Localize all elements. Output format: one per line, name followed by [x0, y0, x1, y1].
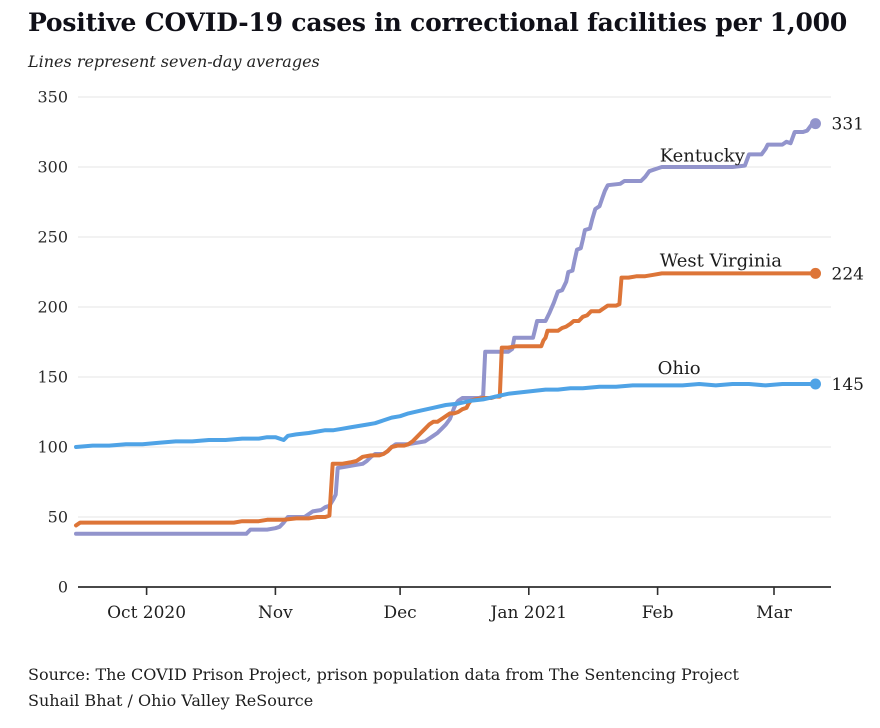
y-tick-label-50: 50: [48, 508, 68, 527]
y-tick-label-150: 150: [37, 368, 68, 387]
y-tick-label-350: 350: [37, 88, 68, 107]
series-label-kentucky: Kentucky: [660, 145, 746, 166]
chart-subtitle: Lines represent seven-day averages: [28, 52, 320, 71]
x-tick-label-Mar: Mar: [756, 603, 793, 623]
x-tick-label-Feb: Feb: [642, 603, 674, 623]
y-tick-label-250: 250: [37, 228, 68, 247]
chart-title: Positive COVID-19 cases in correctional …: [28, 8, 848, 37]
series-end-dot-west-virginia: [810, 267, 821, 279]
source-line-2: Suhail Bhat / Ohio Valley ReSource: [28, 691, 314, 710]
source-attribution: Source: The COVID Prison Project, prison…: [28, 662, 739, 714]
series-end-value-west-virginia: 224: [832, 264, 864, 284]
x-tick-label-Nov: Nov: [258, 603, 293, 623]
series-line-west-virginia: [74, 271, 818, 528]
y-tick-label-100: 100: [37, 438, 68, 457]
series-end-value-kentucky: 331: [832, 115, 864, 135]
y-tick-label-0: 0: [58, 578, 68, 597]
y-tick-label-300: 300: [37, 158, 68, 177]
series-line-kentucky: [74, 121, 818, 536]
x-tick-label-Dec: Dec: [383, 603, 416, 623]
series-end-value-ohio: 145: [832, 375, 864, 395]
y-tick-label-200: 200: [37, 298, 68, 317]
x-tick-label-Oct 2020: Oct 2020: [107, 603, 186, 623]
series-label-west-virginia: West Virginia: [660, 250, 783, 271]
source-line-1: Source: The COVID Prison Project, prison…: [28, 665, 739, 684]
x-tick-label-Jan 2021: Jan 2021: [489, 603, 568, 623]
series-end-dot-kentucky: [810, 118, 821, 130]
series-end-dot-ohio: [810, 378, 821, 390]
series-line-ohio: [74, 382, 818, 449]
series-label-ohio: Ohio: [658, 358, 701, 379]
